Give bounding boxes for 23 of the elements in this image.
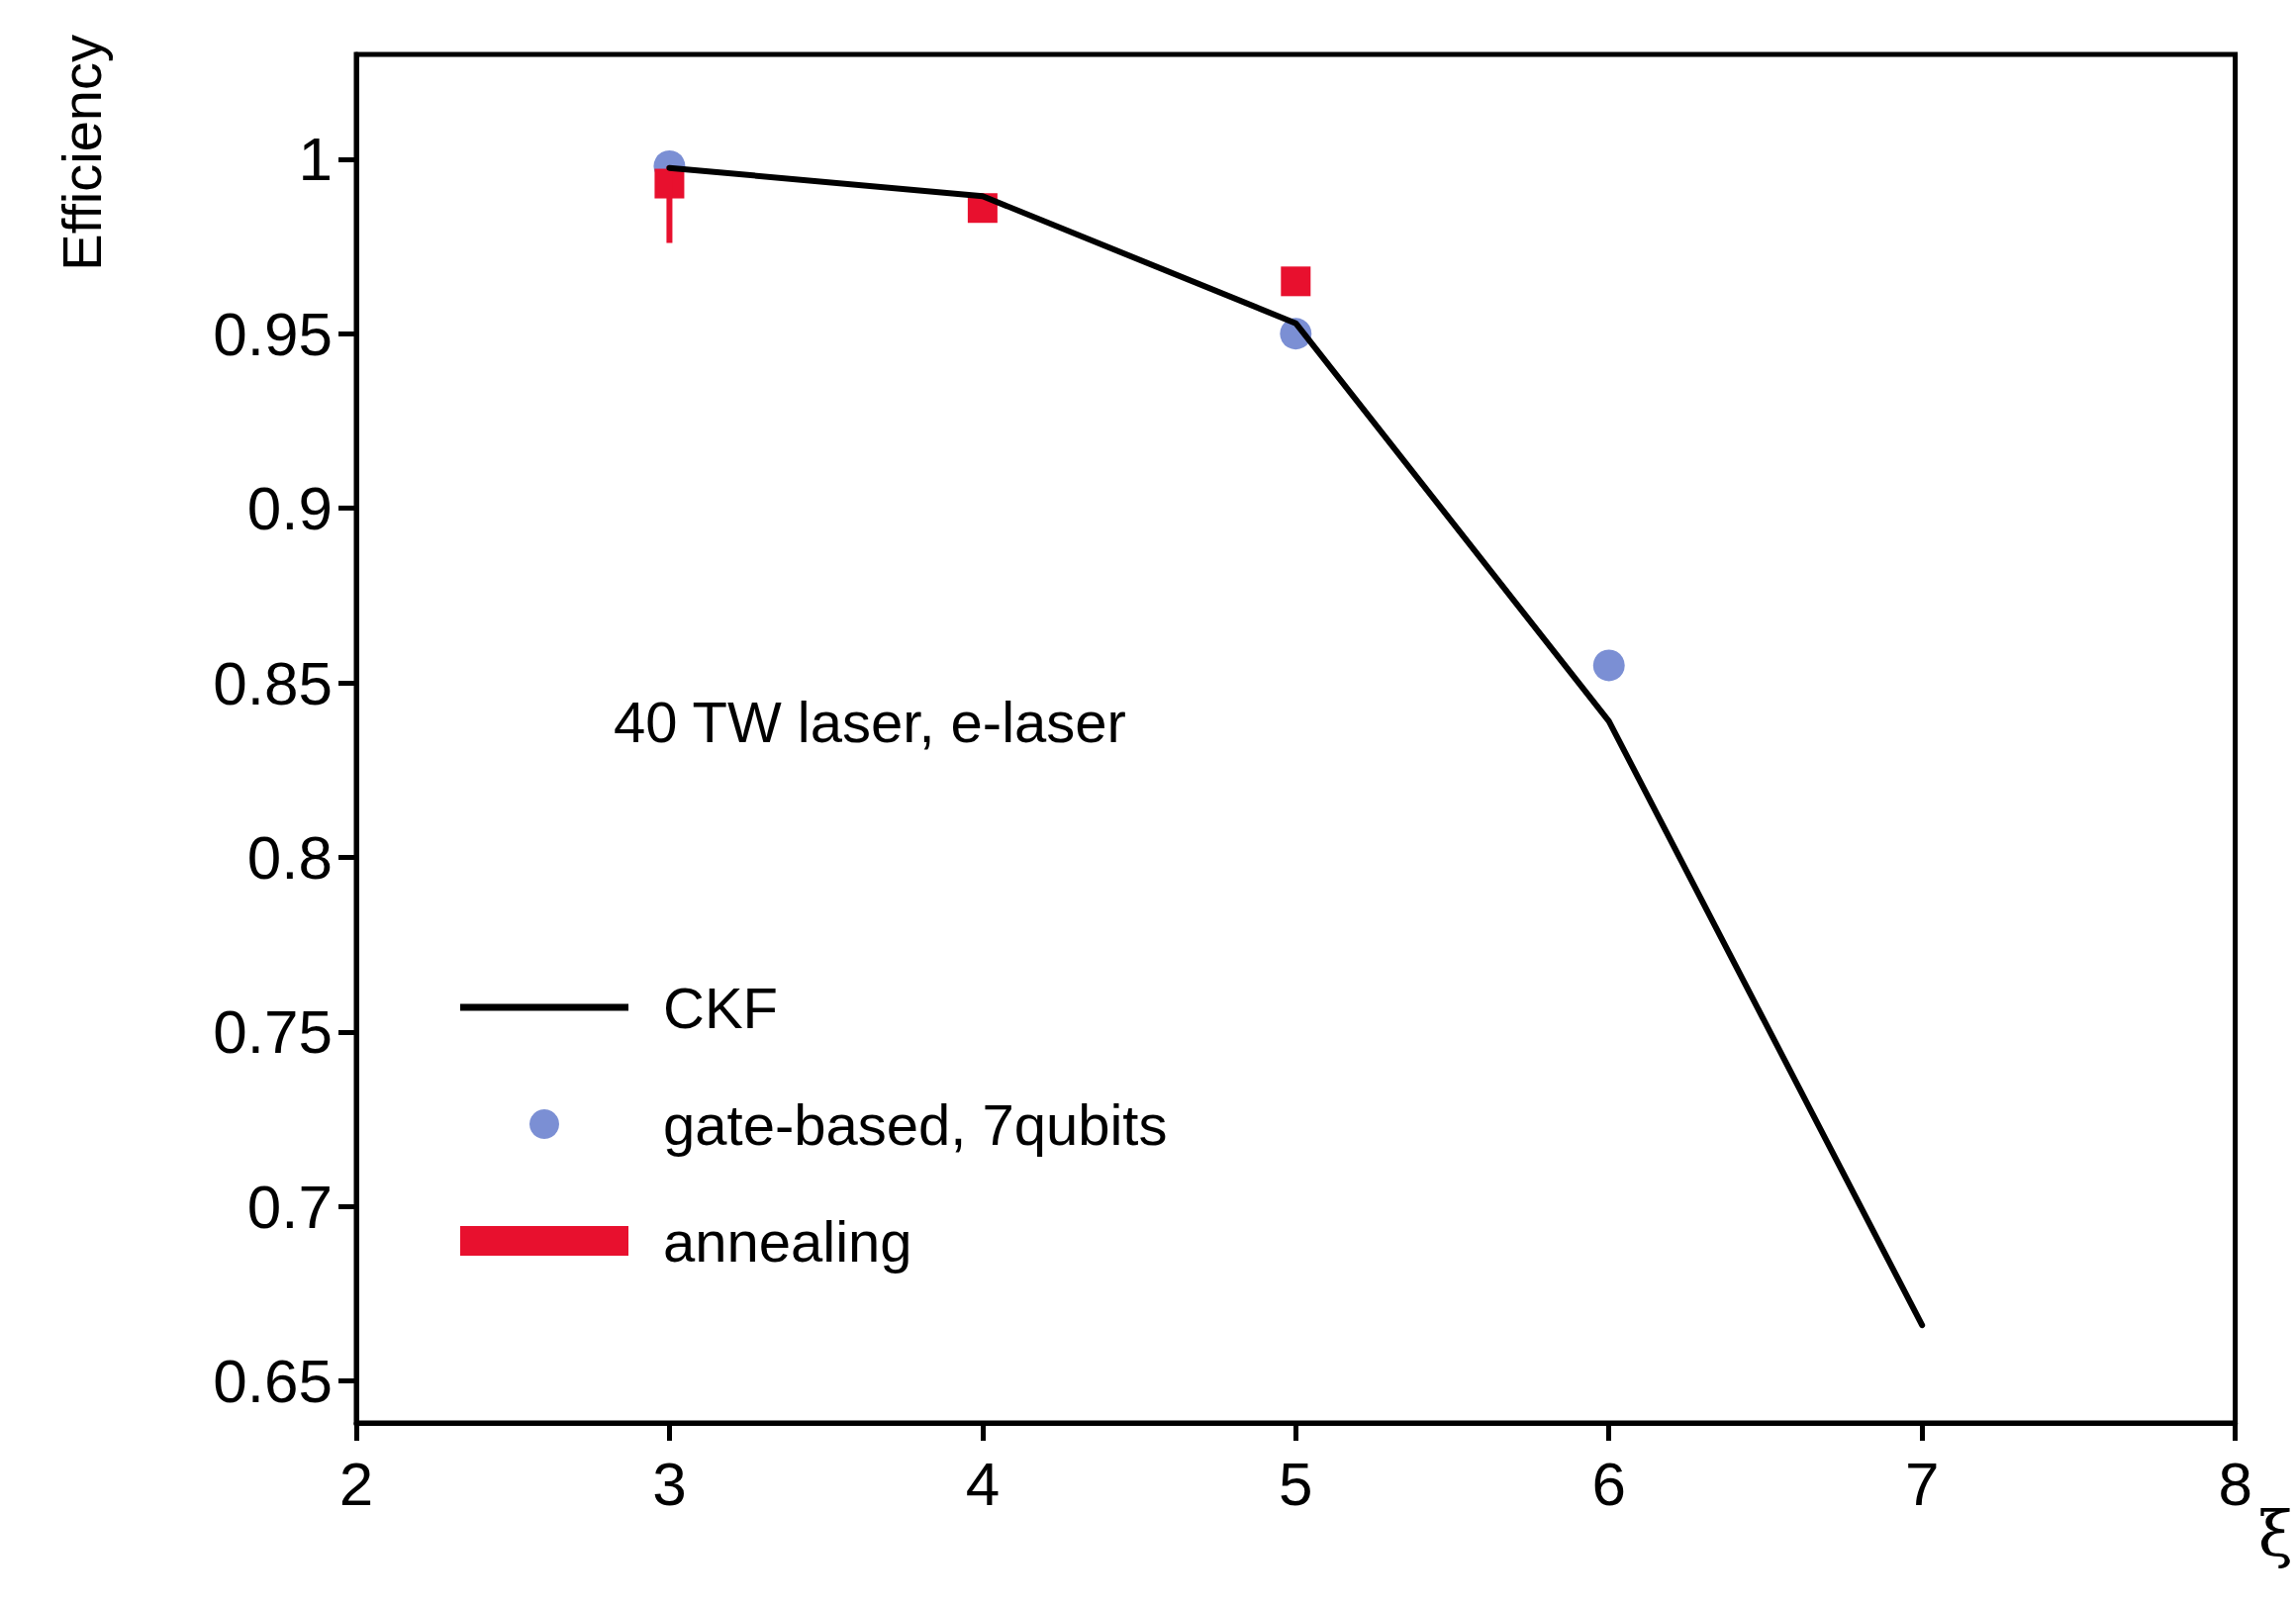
x-tick-label: 5 — [1279, 1449, 1313, 1518]
x-tick-label: 6 — [1591, 1449, 1626, 1518]
x-tick-label: 4 — [965, 1449, 1001, 1518]
legend-label: annealing — [663, 1208, 912, 1274]
legend-label: CKF — [663, 975, 778, 1040]
y-tick-label: 0.95 — [213, 299, 333, 368]
y-tick-label: 0.75 — [213, 997, 333, 1067]
x-tick-label: 3 — [652, 1449, 687, 1518]
x-tick-label: 7 — [1904, 1449, 1940, 1518]
x-tick-label: 8 — [2218, 1449, 2252, 1518]
y-tick-label: 1 — [298, 125, 333, 194]
point — [1592, 649, 1625, 682]
y-tick-label: 0.8 — [246, 822, 333, 892]
x-axis-title: ξ — [2257, 1497, 2293, 1570]
x-tick-label: 2 — [338, 1449, 374, 1518]
legend-label: gate-based, 7qubits — [663, 1091, 1168, 1157]
y-tick-label: 0.7 — [246, 1172, 333, 1241]
y-tick-label: 0.9 — [246, 474, 333, 543]
y-tick-label: 0.85 — [213, 648, 333, 717]
y-tick-label: 0.65 — [213, 1347, 333, 1416]
legend-title: 40 TW laser, e-laser — [614, 689, 1126, 754]
y-axis-title: Efficiency — [49, 35, 113, 271]
point — [1281, 266, 1311, 297]
